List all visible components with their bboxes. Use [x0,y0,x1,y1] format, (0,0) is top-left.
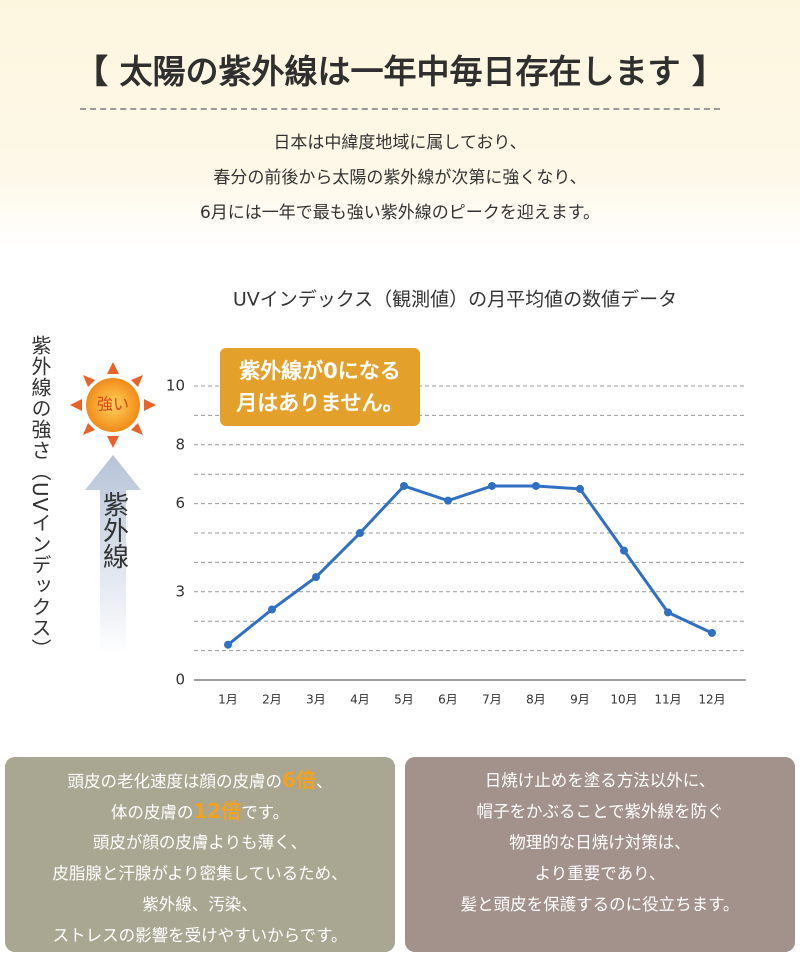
y-tick-label: 8 [175,435,185,453]
x-tick-label: 10月 [610,693,637,707]
data-point [576,484,584,493]
data-point [224,640,232,649]
x-tick-label: 2月 [262,693,282,707]
info-box-right: 日焼け止めを塗る方法以外に、 帽子をかぶることで紫外線を防ぐ 物理的な日焼け対策… [405,757,795,952]
y-axis-label: 紫外線の強さ（UVインデックス） [28,335,52,660]
data-point [444,496,452,505]
box-line: 頭皮の老化速度は顔の皮膚の6倍、 [5,765,395,796]
y-tick-label: 3 [175,582,185,600]
box-line: ストレスの影響を受けやすいからです。 [52,926,348,945]
data-point [708,628,716,637]
text: 、 [315,772,333,791]
y-tick-label: 10 [166,377,185,395]
box-line: 体の皮膚の12倍です。 [5,796,395,827]
x-tick-label: 7月 [482,693,502,707]
header-line: 6月には一年で最も強い紫外線のピークを迎えます。 [199,203,601,223]
text: 体の皮膚の [110,803,194,822]
x-tick-label: 6月 [438,693,458,707]
box-line: 紫外線、汚染、 [142,895,258,914]
text: 頭皮の老化速度は顔の皮膚の [67,772,283,791]
callout-text: 紫外線が0になる [239,359,401,383]
highlight: 6倍 [282,768,316,792]
x-tick-label: 3月 [306,693,326,707]
callout-text: 月はありません。 [235,391,403,415]
box-line: より重要であり、 [534,864,666,883]
x-tick-label: 4月 [350,693,370,707]
text: です。 [241,803,290,822]
x-tick-label: 1月 [218,693,238,707]
chart: UVインデックス（観測値）の月平均値の数値データ 強い 紫外線 0 3 6 8 10 1月… [70,289,746,707]
data-point [356,529,364,537]
header-line: 日本は中緯度地域に属しており、 [273,133,527,153]
arrow-label: 紫外線 [99,491,129,569]
x-tick-label: 12月 [698,693,725,707]
info-box-left: 頭皮の老化速度は顔の皮膚の6倍、 体の皮膚の12倍です。 頭皮が顔の皮膚よりも薄… [5,757,395,952]
data-point [400,481,408,490]
box-line: 皮脂腺と汗腺がより密集しているため、 [52,864,348,883]
x-tick-label: 5月 [394,693,414,707]
callout [220,348,420,426]
box-line: 物理的な日焼け対策は、 [509,833,691,852]
data-point [532,481,540,490]
header-line: 春分の前後から太陽の紫外線が次第に強くなり、 [213,168,587,188]
y-tick-label: 0 [175,671,185,689]
data-point [268,605,276,614]
box-line: 髪と頭皮を保護するのに役立ちます。 [460,895,740,914]
data-point [312,573,320,582]
header-title: 【 太陽の紫外線は一年中毎日存在します 】 [75,52,725,91]
data-point [664,608,672,617]
arrow [85,455,141,655]
data-line [227,484,713,646]
box-line: 頭皮が顔の皮膚よりも薄く、 [92,833,308,852]
sun-icon [70,362,156,448]
data-point [620,546,628,555]
highlight: 12倍 [193,799,242,823]
y-tick-label: 6 [175,494,185,512]
divider [80,108,720,110]
sun-label: 強い [97,395,129,414]
chart-title: UVインデックス（観測値）の月平均値の数値データ [233,289,677,311]
data-point [488,481,496,490]
box-line: 日焼け止めを塗る方法以外に、 [484,771,716,790]
x-tick-label: 8月 [526,693,546,707]
header: 【 太陽の紫外線は一年中毎日存在します 】 日本は中緯度地域に属しており、 春分… [0,0,800,250]
box-line: 帽子をかぶることで紫外線を防ぐ [476,802,724,821]
x-tick-label: 9月 [570,693,590,707]
x-tick-label: 11月 [654,693,681,707]
